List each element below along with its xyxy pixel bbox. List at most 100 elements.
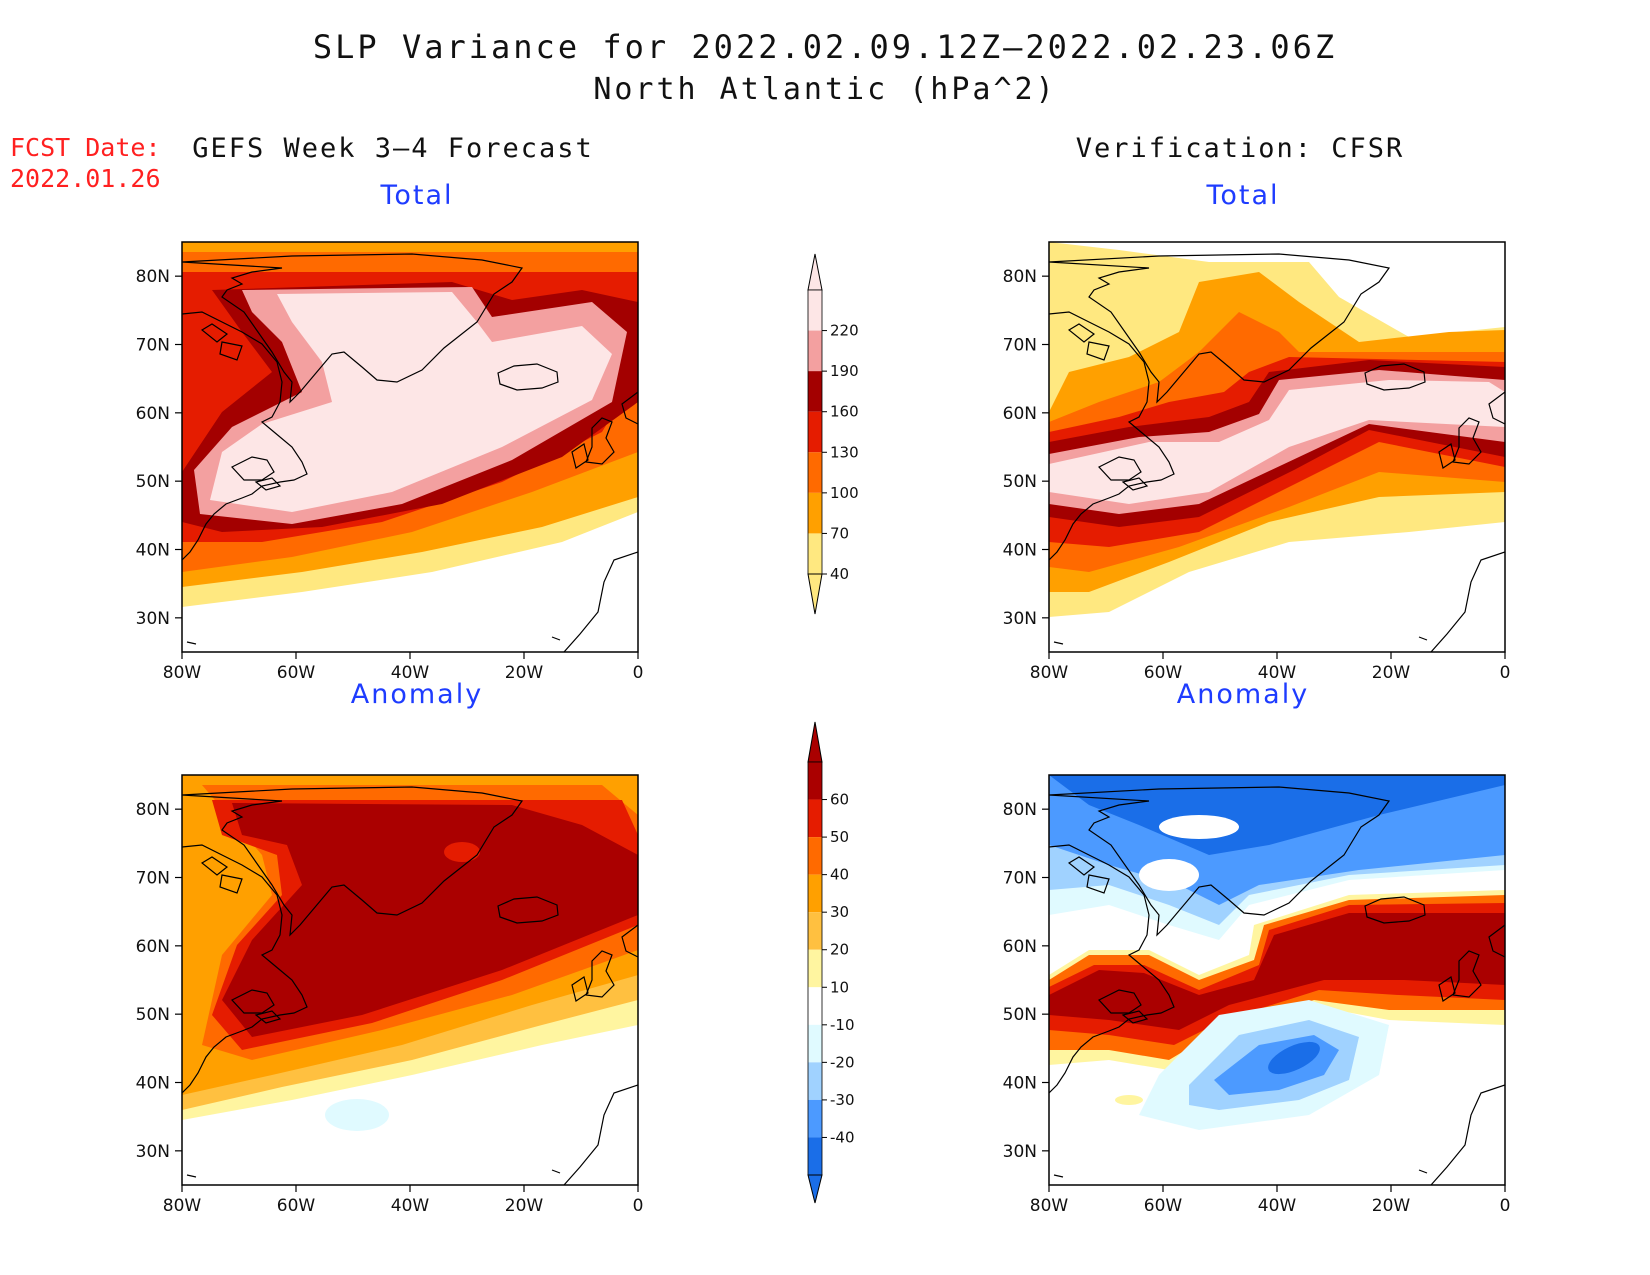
colorbar-top-arrow [807, 721, 823, 763]
lat-tick-label: 60N [1003, 937, 1037, 957]
map-verification-anomaly [1048, 774, 1506, 1186]
colorbar-top-arrow [807, 253, 823, 291]
colorbar-tick-label: 10 [830, 978, 849, 996]
lat-tick-label: 50N [136, 1005, 170, 1025]
colorbar-swatch [808, 874, 822, 913]
colorbar-swatch [808, 330, 822, 372]
colorbar-swatch [808, 837, 822, 875]
fcst-date-label: FCST Date: 2022.01.26 [10, 132, 161, 194]
map-verification-total [1048, 241, 1506, 653]
lon-tick-label: 60W [277, 663, 316, 683]
colorbar-swatch [808, 492, 822, 534]
colorbar-tick-label: 130 [830, 443, 859, 461]
lon-tick-label: 80W [163, 1196, 202, 1216]
panel-title-forecast-anomaly: Anomaly [350, 679, 484, 710]
lat-tick-label: 80N [136, 800, 170, 820]
lon-tick-label: 40W [391, 1196, 430, 1216]
colorbar-tick-label: 20 [830, 941, 849, 959]
lat-tick-label: 30N [136, 1142, 170, 1162]
colorbar-swatch [808, 1099, 822, 1138]
lat-tick-label: 70N [1003, 869, 1037, 889]
lon-tick-label: 0 [1500, 663, 1511, 683]
lat-tick-label: 30N [136, 609, 170, 629]
colorbar-tick-label: 40 [830, 565, 849, 583]
map-forecast-anomaly [181, 774, 639, 1186]
lat-tick-label: 30N [1003, 609, 1037, 629]
colorbar-bottom-arrow [807, 1174, 823, 1204]
colorbar-swatch [808, 411, 822, 453]
lat-tick-label: 60N [136, 937, 170, 957]
lat-tick-label: 80N [1003, 267, 1037, 287]
colorbar-tick-label: 100 [830, 484, 859, 502]
main-subtitle: North Atlantic (hPa^2) [593, 72, 1057, 107]
panel-title-forecast-total: Total [380, 180, 454, 211]
lon-tick-label: 80W [1030, 1196, 1069, 1216]
lat-tick-label: 70N [136, 336, 170, 356]
lat-tick-label: 40N [136, 541, 170, 561]
colorbar-swatch [808, 912, 822, 950]
fcst-date-heading: FCST Date: [10, 133, 161, 162]
colorbar-tick-label: -40 [830, 1128, 855, 1146]
colorbar-tick-label: 220 [830, 322, 859, 340]
colorbar-tick-label: 50 [830, 828, 849, 846]
lat-tick-label: 70N [1003, 336, 1037, 356]
lat-tick-label: 50N [1003, 1005, 1037, 1025]
colorbar-tick-label: 30 [830, 903, 849, 921]
lon-tick-label: 20W [1372, 1196, 1411, 1216]
colorbar-tick-label: 190 [830, 362, 859, 380]
colorbar-tick-label: -10 [830, 1016, 855, 1034]
colorbar-swatch [808, 762, 822, 800]
column-title-verification: Verification: CFSR [1075, 133, 1405, 164]
colorbar-bottom-arrow [807, 573, 823, 615]
lon-tick-label: 60W [1144, 663, 1183, 683]
colorbar-swatch [808, 290, 822, 331]
map-forecast-total [181, 241, 639, 653]
lon-tick-label: 20W [1372, 663, 1411, 683]
lon-tick-label: 0 [633, 1196, 644, 1216]
panel-title-verification-total: Total [1206, 180, 1280, 211]
lon-tick-label: 60W [277, 1196, 316, 1216]
lon-tick-label: 0 [1500, 1196, 1511, 1216]
lon-tick-label: 40W [391, 663, 430, 683]
panel-title-verification-anomaly: Anomaly [1176, 679, 1310, 710]
colorbar-anomaly: 60 50 40 30 20 10 -10 -20 -30 -40 [807, 721, 855, 1204]
fcst-date-value: 2022.01.26 [10, 164, 161, 193]
lat-tick-label: 60N [136, 404, 170, 424]
colorbar-swatch [808, 949, 822, 988]
lon-tick-label: 40W [1258, 1196, 1297, 1216]
colorbar-total: 220 190 160 130 100 70 40 [807, 253, 859, 615]
colorbar-tick-label: -20 [830, 1053, 855, 1071]
lat-tick-label: 60N [1003, 404, 1037, 424]
lon-tick-label: 80W [163, 663, 202, 683]
lon-tick-label: 60W [1144, 1196, 1183, 1216]
colorbar-tick-label: 70 [830, 524, 849, 542]
column-title-forecast: GEFS Week 3–4 Forecast [192, 133, 594, 164]
colorbar-swatch [808, 1137, 822, 1175]
lat-tick-label: 70N [136, 869, 170, 889]
colorbar-swatch [808, 1062, 822, 1100]
colorbar-tick-label: -30 [830, 1091, 855, 1109]
lat-tick-label: 40N [136, 1074, 170, 1094]
lat-tick-label: 30N [1003, 1142, 1037, 1162]
colorbar-swatch [808, 533, 822, 574]
lon-tick-label: 40W [1258, 663, 1297, 683]
colorbar-tick-label: 160 [830, 403, 859, 421]
lon-tick-label: 0 [633, 663, 644, 683]
lon-tick-label: 20W [505, 1196, 544, 1216]
lat-tick-label: 80N [1003, 800, 1037, 820]
lon-tick-label: 20W [505, 663, 544, 683]
colorbar-swatch [808, 987, 822, 1025]
colorbar-swatch [808, 1024, 822, 1063]
lat-tick-label: 40N [1003, 541, 1037, 561]
colorbar-swatch [808, 452, 822, 493]
main-title: SLP Variance for 2022.02.09.12Z–2022.02.… [312, 28, 1338, 66]
colorbar-swatch [808, 371, 822, 412]
lat-tick-label: 50N [1003, 472, 1037, 492]
lat-tick-label: 40N [1003, 1074, 1037, 1094]
lat-tick-label: 50N [136, 472, 170, 492]
colorbar-tick-label: 60 [830, 791, 849, 809]
colorbar-swatch [808, 799, 822, 838]
axis-labels: 80N 70N 60N 50N 40N 30N 80W 60W 40W 20W 0 80N 70N 60N… [136, 267, 1511, 1216]
colorbar-tick-label: 40 [830, 866, 849, 884]
